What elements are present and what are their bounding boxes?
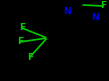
Text: F: F <box>27 52 33 61</box>
Text: F: F <box>19 23 25 32</box>
Text: F: F <box>100 2 106 11</box>
Text: N: N <box>63 8 71 17</box>
Text: F: F <box>17 38 23 46</box>
Text: N: N <box>91 14 99 23</box>
